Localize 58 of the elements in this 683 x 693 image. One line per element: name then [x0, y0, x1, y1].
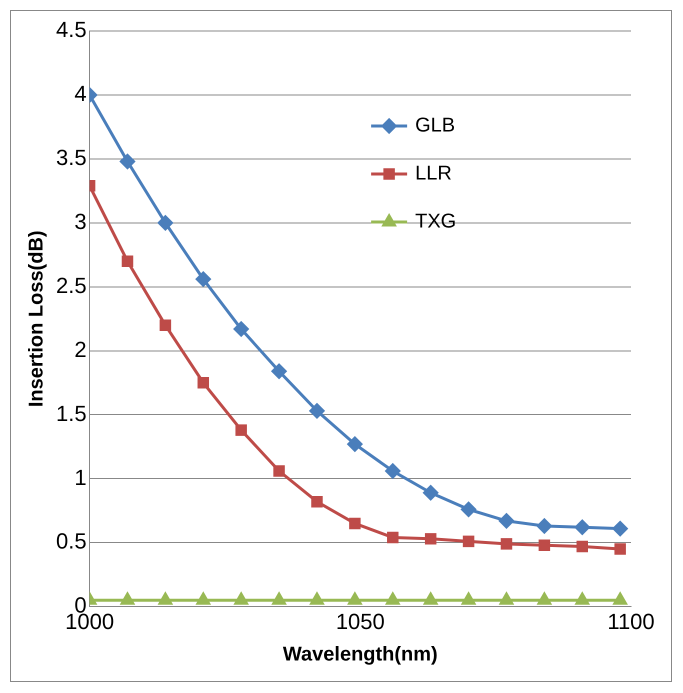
point: [424, 592, 438, 605]
point: [309, 403, 324, 418]
y-tick-label: 3.5: [56, 144, 87, 170]
point: [310, 592, 324, 605]
point: [349, 518, 361, 530]
point: [272, 592, 286, 605]
point: [461, 502, 476, 517]
legend-label: GLB: [415, 114, 456, 137]
point: [235, 424, 247, 436]
y-axis-title: Insertion Loss(dB): [26, 230, 48, 408]
point: [196, 272, 211, 287]
point: [385, 464, 400, 479]
point: [348, 592, 362, 605]
y-tick-label: 0.5: [56, 528, 87, 554]
point: [234, 322, 249, 337]
point: [158, 215, 173, 230]
y-tick-label: 1: [74, 464, 87, 490]
point: [574, 520, 590, 535]
point: [120, 154, 135, 169]
legend-label: LLR: [415, 162, 452, 185]
point: [120, 592, 134, 605]
y-tick-label: 4: [74, 81, 87, 106]
point: [423, 485, 438, 500]
point: [273, 465, 285, 477]
point: [538, 539, 550, 551]
x-axis-title: Wavelength(nm): [282, 644, 438, 666]
point: [234, 592, 248, 605]
y-tick-label: 2.5: [56, 272, 87, 298]
x-tick-label: 1100: [607, 608, 655, 634]
y-tick-label: 1.5: [56, 400, 87, 426]
point: [122, 256, 134, 267]
point: [612, 521, 628, 536]
point: [614, 543, 626, 555]
point: [462, 592, 476, 605]
point: [424, 533, 436, 545]
point: [196, 592, 210, 605]
point: [500, 538, 512, 550]
x-tick-label: 1050: [336, 608, 385, 634]
point: [272, 364, 287, 379]
y-tick-label: 2: [74, 336, 87, 362]
point: [613, 592, 627, 605]
point: [498, 513, 514, 528]
point: [387, 532, 399, 544]
point: [500, 592, 514, 605]
point: [576, 592, 589, 605]
point: [311, 496, 323, 508]
point: [160, 319, 172, 331]
y-tick-label: 4.5: [56, 17, 87, 42]
point: [386, 592, 400, 605]
point: [198, 377, 210, 388]
point: [536, 518, 552, 534]
point: [347, 436, 362, 452]
point: [462, 536, 474, 548]
point: [538, 592, 552, 605]
point: [576, 540, 588, 552]
y-tick-label: 3: [74, 208, 87, 234]
point: [158, 592, 172, 605]
legend-label: TXG: [415, 210, 456, 233]
